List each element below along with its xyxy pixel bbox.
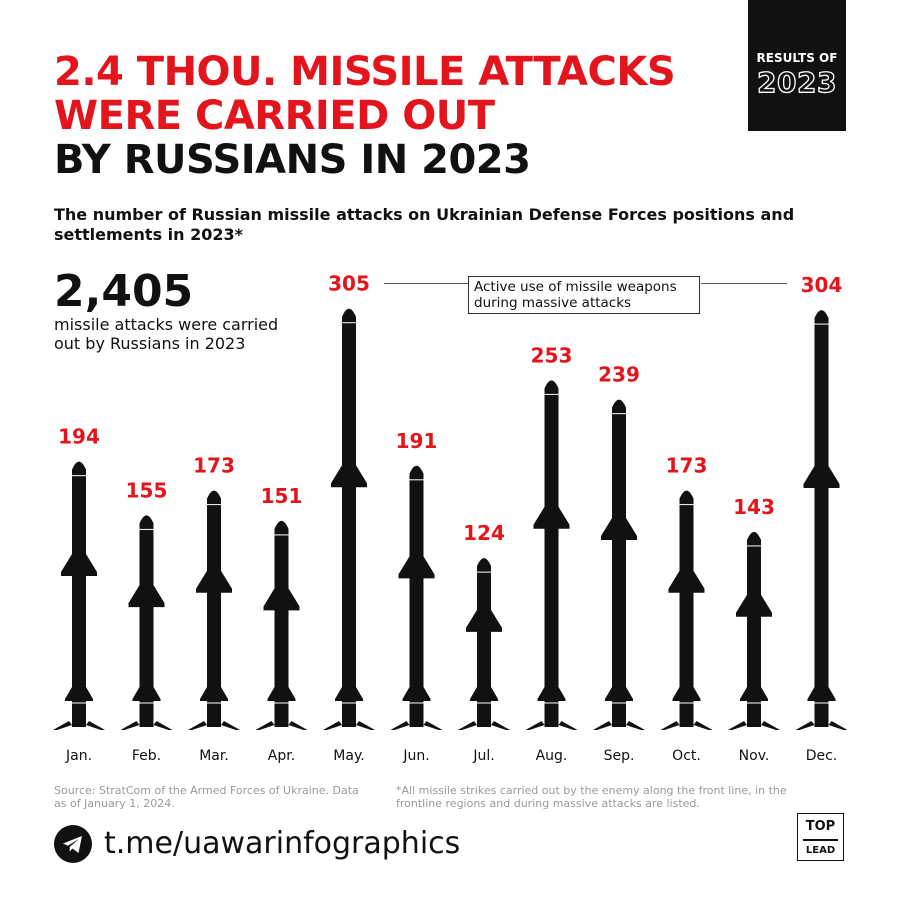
title-line-2: WERE CARRIED OUT bbox=[54, 93, 495, 139]
category-label: Oct. bbox=[672, 748, 701, 764]
missile-bar-may bbox=[323, 308, 375, 730]
total-attacks-description: missile attacks were carried out by Russ… bbox=[54, 315, 279, 353]
missile-bar-sep bbox=[593, 399, 645, 730]
value-label: 239 bbox=[598, 363, 640, 387]
title-line-3: BY RUSSIANS IN 2023 bbox=[54, 137, 531, 183]
value-label: 173 bbox=[193, 454, 235, 478]
title-line-1: 2.4 THOU. MISSILE ATTACKS bbox=[54, 49, 676, 95]
results-badge: RESULTS OF 2023 bbox=[748, 0, 846, 131]
missile-bar-aug bbox=[525, 380, 578, 730]
value-label: 305 bbox=[328, 272, 370, 296]
value-label: 173 bbox=[666, 454, 708, 478]
annotation-connector-right bbox=[701, 283, 787, 284]
value-label: 304 bbox=[801, 273, 843, 297]
badge-label: RESULTS OF bbox=[756, 51, 838, 65]
category-label: Nov. bbox=[739, 748, 770, 764]
logo-bottom-text: LEAD bbox=[805, 845, 836, 856]
missile-bar-jan bbox=[53, 461, 105, 730]
total-attacks-number: 2,405 bbox=[54, 266, 194, 317]
chart-subtitle: The number of Russian missile attacks on… bbox=[54, 205, 795, 244]
annotation-connector-left bbox=[384, 283, 468, 284]
logo-top-text: TOP bbox=[805, 819, 836, 834]
telegram-icon[interactable] bbox=[54, 825, 92, 863]
missile-bar-oct bbox=[660, 490, 713, 730]
category-label: May. bbox=[333, 748, 364, 764]
value-label: 194 bbox=[58, 425, 100, 449]
category-label: Jul. bbox=[472, 748, 494, 764]
value-label: 191 bbox=[396, 429, 438, 453]
logo-divider bbox=[803, 839, 838, 841]
value-label: 155 bbox=[126, 478, 168, 502]
massive-attacks-annotation: Active use of missile weapons during mas… bbox=[468, 276, 700, 314]
missile-bar-jul bbox=[458, 558, 510, 730]
missile-bar-mar bbox=[188, 490, 240, 730]
category-label: Jan. bbox=[65, 748, 92, 764]
missile-bar-dec bbox=[795, 310, 848, 730]
missile-bar-nov bbox=[728, 531, 780, 730]
category-label: Mar. bbox=[199, 748, 229, 764]
category-label: Feb. bbox=[132, 748, 161, 764]
category-label: Sep. bbox=[604, 748, 635, 764]
value-label: 253 bbox=[531, 343, 573, 367]
value-label: 124 bbox=[463, 521, 505, 545]
top-lead-logo: TOP LEAD bbox=[797, 813, 844, 861]
category-label: Jun. bbox=[402, 748, 429, 764]
category-label: Aug. bbox=[536, 748, 568, 764]
missile-bar-jun bbox=[390, 465, 443, 730]
category-label: Apr. bbox=[268, 748, 295, 764]
missile-bar-feb bbox=[120, 515, 173, 730]
badge-year: 2023 bbox=[756, 65, 837, 99]
missile-bar-chart: 194 Jan. 155 Feb. 173 Mar. 151 Apr. 305 May. 191 Ju… bbox=[53, 272, 848, 764]
telegram-link[interactable]: t.me/uawarinfographics bbox=[104, 826, 461, 861]
category-label: Dec. bbox=[806, 748, 838, 764]
missile-bar-apr bbox=[255, 520, 308, 730]
footnote: *All missile strikes carried out by the … bbox=[396, 784, 787, 810]
value-label: 143 bbox=[733, 495, 775, 519]
value-label: 151 bbox=[261, 484, 303, 508]
source-note: Source: StratCom of the Armed Forces of … bbox=[54, 784, 359, 810]
page-title: 2.4 THOU. MISSILE ATTACKS WERE CARRIED O… bbox=[54, 49, 676, 183]
